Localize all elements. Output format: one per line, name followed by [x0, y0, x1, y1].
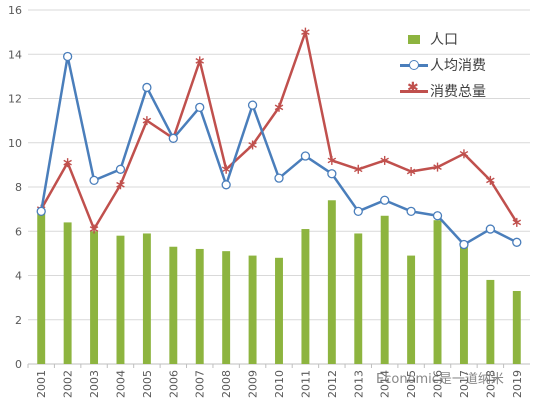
x-tick-label-2012: 2012 — [326, 370, 339, 398]
x-tick-label-2009: 2009 — [247, 370, 260, 398]
legend-bar-icon — [408, 35, 420, 44]
point-per-capita-2017 — [459, 239, 469, 250]
point-total-2003 — [89, 224, 99, 234]
y-tick-label-2: 2 — [15, 314, 22, 327]
point-per-capita-2002 — [62, 51, 73, 62]
legend-label-per-capita: 人均消费 — [430, 58, 486, 74]
point-per-capita-2001 — [36, 206, 46, 216]
y-tick-label-10: 10 — [8, 137, 22, 150]
legend-item-total: ✱ 消费总量 — [400, 78, 486, 104]
point-total-2017 — [459, 149, 469, 159]
x-tick-label-2008: 2008 — [220, 370, 233, 398]
x-tick-label-2004: 2004 — [114, 370, 127, 398]
y-tick-label-14: 14 — [8, 48, 22, 61]
point-total-2014 — [380, 155, 389, 165]
x-tick-label-2011: 2011 — [299, 370, 312, 398]
x-tick-label-2002: 2002 — [62, 370, 75, 398]
x-tick-label-2005: 2005 — [141, 370, 154, 398]
point-per-capita-2013 — [353, 206, 363, 216]
x-tick-label-2017: 2017 — [458, 370, 471, 398]
point-per-capita-2010 — [274, 173, 284, 183]
y-tick-label-8: 8 — [15, 181, 22, 194]
point-per-capita-2006 — [168, 133, 178, 143]
legend-circle-icon — [409, 60, 419, 70]
point-per-capita-2009 — [247, 100, 258, 110]
legend-swatch-total: ✱ — [400, 80, 428, 98]
point-total-2012 — [327, 155, 337, 165]
point-per-capita-2012 — [327, 169, 337, 179]
bar-population-2004 — [116, 235, 125, 364]
point-total-2019 — [512, 217, 522, 227]
watermark: Economic是一道纳米 — [376, 372, 504, 387]
point-total-2002 — [63, 158, 72, 168]
x-tick-label-2018: 2018 — [484, 370, 497, 398]
point-total-2005 — [142, 116, 152, 126]
bar-population-2019 — [512, 290, 521, 364]
bar-population-2010 — [275, 257, 283, 364]
point-total-2013 — [353, 164, 363, 174]
point-total-2007 — [195, 56, 205, 66]
legend-swatch-per-capita — [400, 58, 428, 72]
point-per-capita-2004 — [115, 164, 126, 174]
legend-item-per-capita: 人均消费 — [400, 52, 486, 78]
bar-population-2002 — [63, 222, 72, 364]
x-tick-label-2007: 2007 — [194, 370, 207, 398]
point-total-2010 — [274, 102, 284, 112]
point-per-capita-2008 — [221, 180, 231, 190]
y-tick-label-6: 6 — [15, 225, 22, 238]
y-tick-label-16: 16 — [8, 4, 22, 17]
point-total-2011 — [301, 27, 310, 37]
point-per-capita-2014 — [380, 195, 390, 205]
x-tick-label-2013: 2013 — [352, 370, 365, 398]
point-per-capita-2019 — [512, 237, 522, 247]
x-tick-label-2001: 2001 — [35, 370, 48, 398]
point-per-capita-2005 — [142, 82, 152, 93]
point-per-capita-2018 — [485, 224, 496, 234]
bar-population-2005 — [142, 233, 151, 364]
x-tick-label-2014: 2014 — [379, 370, 392, 398]
bar-population-2003 — [90, 231, 99, 364]
bar-population-2009 — [248, 255, 257, 364]
bar-population-2008 — [222, 251, 231, 364]
point-total-2004 — [116, 180, 125, 190]
y-tick-label-0: 0 — [15, 358, 22, 371]
y-tick-label-12: 12 — [8, 93, 22, 106]
x-tick-label-2006: 2006 — [167, 370, 180, 398]
legend-label-population: 人口 — [430, 32, 458, 48]
x-tick-label-2019: 2019 — [511, 370, 524, 398]
point-per-capita-2007 — [195, 102, 205, 112]
point-per-capita-2015 — [406, 206, 416, 216]
point-total-2016 — [433, 162, 442, 172]
point-per-capita-2011 — [300, 151, 311, 161]
bar-population-2017 — [459, 244, 468, 364]
legend-label-total: 消费总量 — [430, 84, 486, 100]
x-tick-label-2003: 2003 — [88, 370, 101, 398]
y-tick-label-4: 4 — [15, 270, 22, 283]
x-tick-label-2015: 2015 — [405, 370, 418, 398]
bar-population-2015 — [407, 255, 416, 364]
point-per-capita-2016 — [432, 211, 443, 221]
bar-population-2007 — [195, 248, 204, 364]
bar-population-2016 — [433, 220, 442, 364]
legend: 人口 人均消费 ✱ 消费总量 — [400, 26, 486, 104]
bar-population-2018 — [486, 279, 495, 364]
legend-star-icon: ✱ — [407, 80, 419, 96]
point-total-2008 — [221, 164, 231, 174]
point-total-2018 — [486, 175, 495, 185]
bar-population-2006 — [169, 246, 178, 364]
bar-population-2012 — [327, 200, 336, 364]
legend-swatch-population — [400, 32, 428, 46]
bar-population-2014 — [380, 215, 389, 364]
x-tick-label-2016: 2016 — [432, 370, 445, 398]
point-per-capita-2003 — [89, 175, 99, 186]
point-total-2015 — [406, 167, 416, 177]
x-tick-label-2010: 2010 — [273, 370, 286, 398]
point-total-2009 — [248, 140, 257, 150]
legend-item-population: 人口 — [400, 26, 486, 52]
bar-population-2013 — [354, 233, 363, 364]
bar-population-2001 — [37, 211, 46, 364]
bar-population-2011 — [301, 229, 310, 364]
